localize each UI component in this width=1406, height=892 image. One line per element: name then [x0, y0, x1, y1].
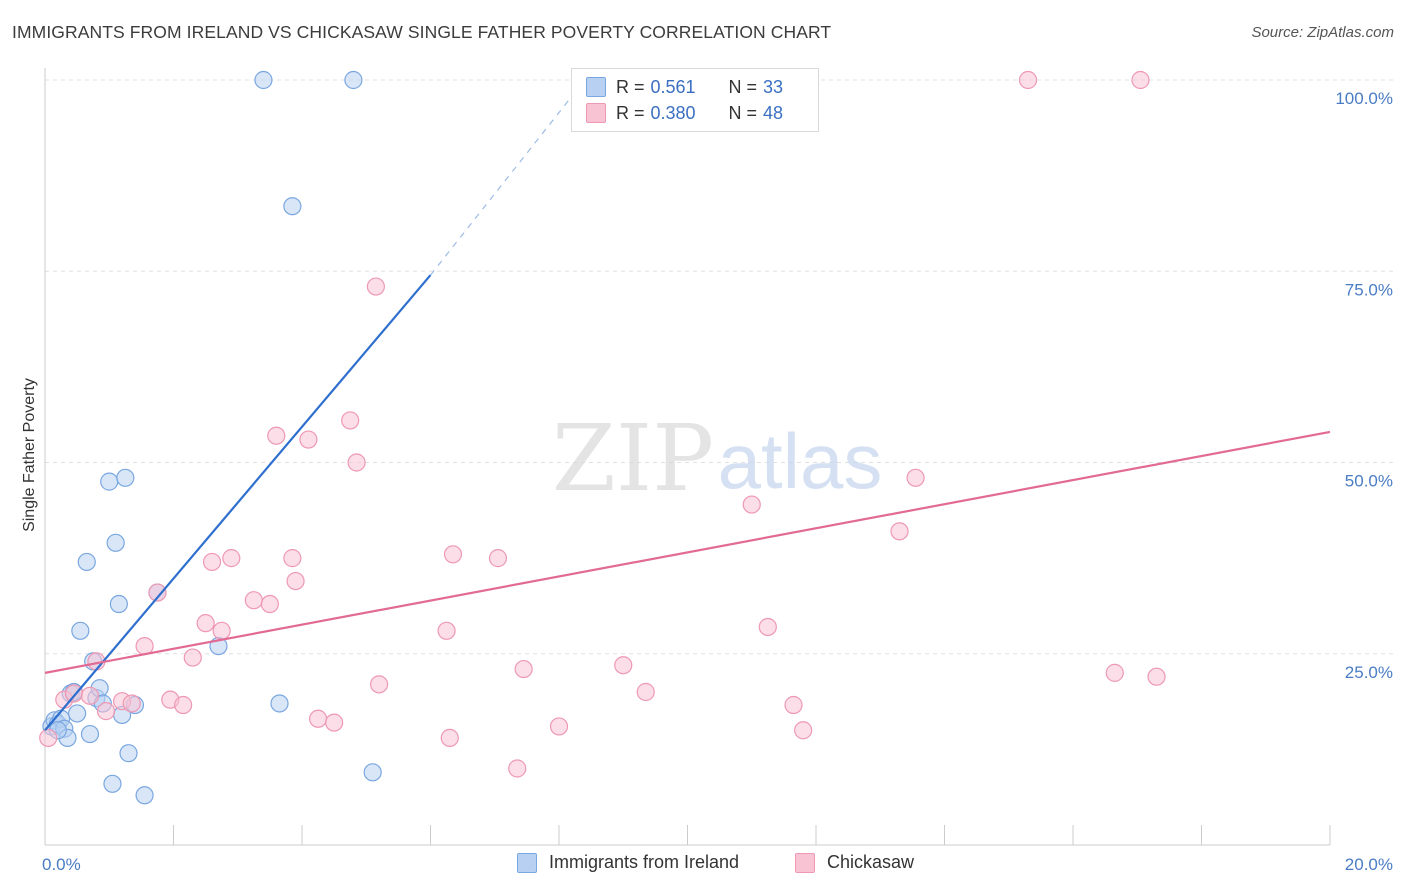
chickasaw-point [286, 571, 305, 591]
chickasaw-point [549, 717, 569, 736]
chickasaw-point [212, 621, 231, 640]
legend-swatch-chickasaw [586, 103, 606, 123]
chickasaw-point [283, 549, 302, 568]
y-tick-label: 25.0% [1345, 663, 1393, 682]
chickasaw-point [443, 545, 463, 564]
correlation-legend: R = 0.561 N = 33 R = 0.380 N = 48 [571, 68, 819, 132]
ireland-point [254, 70, 273, 90]
chickasaw-point [1105, 663, 1124, 682]
chickasaw-point [906, 468, 925, 487]
trend-layer [44, 79, 1331, 731]
ireland-point [344, 70, 363, 90]
x-tick-label: 20.0% [1345, 855, 1393, 874]
ireland-point [77, 552, 96, 572]
series-legend-chickasaw: Chickasaw [795, 852, 914, 873]
y-tick-label: 50.0% [1345, 472, 1393, 491]
watermark-atlas: atlas [718, 417, 883, 505]
ireland-point [283, 197, 302, 216]
series-label-chickasaw: Chickasaw [827, 852, 915, 872]
chickasaw-point [890, 522, 909, 541]
source-label: Source: ZipAtlas.com [1251, 24, 1394, 41]
chickasaw-point [325, 713, 344, 732]
series-legend-ireland: Immigrants from Ireland [517, 852, 739, 873]
chickasaw-point [437, 621, 456, 640]
points-layer [39, 70, 1166, 805]
ireland-point [103, 774, 122, 793]
legend-row-ireland: R = 0.561 N = 33 [586, 75, 783, 99]
legend-r-value: 0.380 [650, 102, 696, 123]
chickasaw-point [122, 694, 141, 713]
ireland-point [135, 786, 154, 805]
watermark-zip: ZIP [552, 405, 714, 512]
chickasaw-point [174, 695, 193, 715]
chickasaw-point [758, 617, 777, 637]
chickasaw-point [440, 728, 459, 748]
chickasaw-point [1131, 70, 1150, 90]
axis-layer: 25.0% 50.0% 75.0% 100.0% 0.0% 20.0% [42, 68, 1393, 874]
x-tick-label: 0.0% [42, 855, 81, 874]
y-tick-label: 75.0% [1345, 280, 1393, 299]
ireland-point [80, 724, 100, 744]
chickasaw-point [514, 659, 533, 679]
legend-n-label: N = [728, 102, 758, 123]
chickasaw-point [148, 583, 167, 602]
chickasaw-point [366, 277, 385, 296]
chickasaw-point [614, 656, 633, 675]
chickasaw-point [202, 552, 222, 572]
chickasaw-point [39, 728, 58, 748]
ireland-trend-line [44, 274, 432, 731]
chickasaw-point [1018, 70, 1038, 90]
chickasaw-point [183, 648, 202, 667]
chickasaw-point [267, 426, 286, 445]
chickasaw-trend-line [44, 430, 1331, 674]
chickasaw-point [1147, 667, 1166, 686]
series-legend: Immigrants from Ireland Chickasaw [0, 852, 1406, 878]
chickasaw-point [244, 591, 263, 610]
y-tick-label: 100.0% [1335, 89, 1393, 108]
ireland-point [71, 621, 90, 640]
chickasaw-point [488, 549, 508, 568]
chickasaw-point [299, 430, 318, 449]
ireland-point [109, 594, 128, 614]
legend-n-value: 33 [763, 76, 784, 97]
chickasaw-point [794, 721, 813, 740]
grid-layer [45, 79, 1395, 655]
legend-r-label: R = [616, 76, 645, 97]
chickasaw-point [508, 759, 527, 778]
chickasaw-point [96, 702, 116, 721]
chickasaw-point [196, 614, 215, 633]
legend-row-chickasaw: R = 0.380 N = 48 [586, 101, 783, 125]
chickasaw-point [636, 682, 655, 702]
ireland-point [68, 704, 87, 723]
chickasaw-point [784, 695, 803, 715]
chickasaw-point [347, 453, 366, 472]
y-axis-title: Single Father Poverty [21, 378, 38, 532]
ireland-point [106, 533, 125, 552]
legend-n-value: 48 [763, 102, 784, 123]
chickasaw-point [80, 686, 100, 705]
chart-title: IMMIGRANTS FROM IRELAND VS CHICKASAW SIN… [12, 22, 832, 42]
chickasaw-point [370, 675, 389, 694]
chickasaw-point [742, 495, 761, 514]
legend-n-label: N = [728, 76, 758, 97]
ireland-trend-extension [430, 79, 586, 276]
ireland-point [100, 472, 119, 491]
series-swatch-ireland [517, 852, 537, 873]
legend-swatch-ireland [586, 77, 606, 97]
chickasaw-point [341, 411, 360, 430]
ireland-point [363, 763, 382, 782]
series-swatch-chickasaw [795, 852, 815, 873]
chickasaw-point [260, 594, 279, 614]
chickasaw-point [222, 549, 241, 568]
ireland-point [119, 744, 138, 763]
chickasaw-point [308, 709, 328, 728]
legend-r-value: 0.561 [650, 76, 696, 97]
ireland-point [270, 694, 289, 713]
legend-r-label: R = [616, 102, 645, 123]
series-label-ireland: Immigrants from Ireland [549, 852, 740, 872]
ireland-point [116, 468, 135, 487]
